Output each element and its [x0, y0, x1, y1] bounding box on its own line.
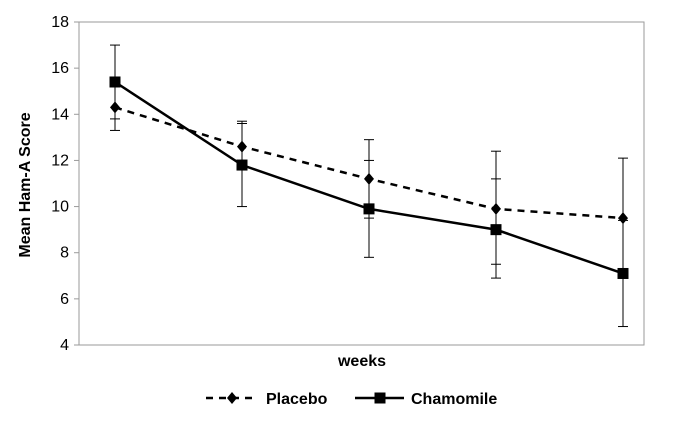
legend-item-chamomile: Chamomile	[355, 391, 497, 408]
y-tick-label: 4	[60, 337, 69, 354]
y-tick-label: 10	[51, 199, 69, 216]
y-tick-label: 12	[51, 152, 69, 169]
y-tick-label: 6	[60, 291, 69, 308]
y-tick-label: 8	[60, 245, 69, 262]
y-axis-title: Mean Ham-A Score	[17, 112, 34, 257]
plot-area	[78, 21, 645, 346]
data-point-square	[109, 76, 121, 88]
y-axis: 4 6 8 10 12 14 16 18	[51, 14, 79, 354]
legend-marker-diamond	[227, 392, 237, 404]
y-tick-label: 16	[51, 60, 69, 77]
series-layer	[109, 44, 629, 328]
legend-label: Placebo	[266, 391, 328, 408]
data-point-diamond	[618, 212, 628, 225]
legend-marker-square	[374, 392, 386, 404]
y-tick-label: 18	[51, 14, 69, 31]
series-chamomile	[109, 44, 629, 328]
plot-frame	[78, 21, 645, 346]
y-tick-label: 14	[51, 106, 69, 123]
legend-item-placebo: Placebo	[206, 391, 328, 408]
data-point-square	[363, 203, 375, 215]
data-point-square	[617, 267, 629, 279]
data-point-square	[490, 224, 502, 236]
legend: Placebo Chamomile	[206, 391, 497, 408]
x-axis-title: weeks	[337, 353, 386, 370]
data-point-square	[236, 159, 248, 171]
legend-label: Chamomile	[411, 391, 497, 408]
